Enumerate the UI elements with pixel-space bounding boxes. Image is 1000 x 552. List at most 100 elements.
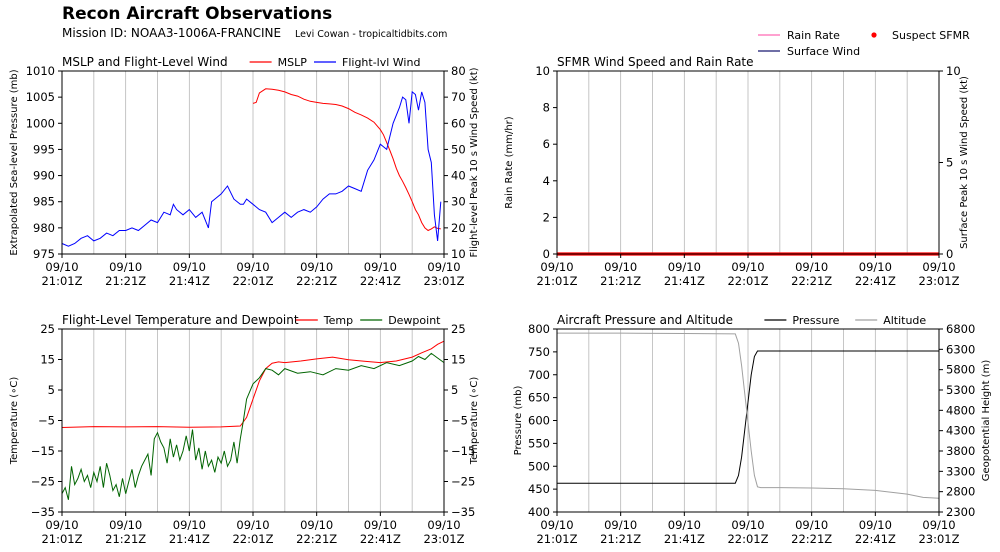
p1-xtick-label-time-2: 21:41Z — [169, 274, 210, 288]
p2-xtick-label-date-2: 09/10 — [668, 260, 701, 274]
p3-ytick-label-right-0: −35 — [451, 505, 475, 519]
p1-ytick-label-left-3: 990 — [33, 169, 55, 183]
p4-ytick-label-right-5: 4800 — [946, 403, 975, 417]
p2-xtick-label-time-0: 21:01Z — [536, 274, 577, 288]
p1-ytick-label-right-7: 80 — [451, 64, 466, 78]
p4-xtick-label-date-2: 09/10 — [668, 518, 701, 532]
p4-ytick-label-left-4: 600 — [528, 414, 550, 428]
page-title: Recon Aircraft Observations — [62, 4, 333, 24]
p3-series-0 — [61, 340, 445, 428]
p3-ytick-label-left-5: 15 — [40, 353, 55, 367]
p4-xtick-label-time-2: 21:41Z — [664, 532, 705, 546]
legend-label-1: Surface Wind — [787, 45, 860, 58]
p1-xtick-label-time-1: 21:21Z — [105, 274, 146, 288]
p3-xtick-label-date-4: 09/10 — [300, 518, 333, 532]
p1-legend-label-0: Flight-lvl Wind — [342, 56, 420, 69]
p4-ytick-label-left-3: 550 — [528, 436, 550, 450]
p4-ytick-label-right-2: 3300 — [946, 464, 975, 478]
p1-ytick-label-right-4: 50 — [451, 142, 466, 156]
p4-xtick-label-time-1: 21:21Z — [600, 532, 641, 546]
legend-marker-2 — [871, 32, 877, 38]
p4-ytick-label-right-9: 6800 — [946, 322, 975, 336]
p1-xtick-label-date-3: 09/10 — [236, 260, 269, 274]
p1-ytick-label-left-1: 980 — [33, 221, 55, 235]
p3-xtick-label-time-0: 21:01Z — [41, 532, 82, 546]
p3-ytick-label-right-5: 15 — [451, 353, 466, 367]
p3-series-1 — [61, 352, 445, 500]
p4-ytick-label-right-3: 3800 — [946, 444, 975, 458]
p3-ytick-label-left-6: 25 — [40, 322, 55, 336]
p4-xtick-label-date-0: 09/10 — [540, 518, 573, 532]
p1-xtick-label-time-4: 22:21Z — [296, 274, 337, 288]
p4-ylabel-right: Geopotential Height (m) — [981, 360, 992, 482]
p4-ytick-label-left-7: 750 — [528, 345, 550, 359]
p4-ytick-label-left-5: 650 — [528, 391, 550, 405]
p4-series-0 — [557, 350, 939, 484]
p3-ytick-label-right-1: −25 — [451, 475, 475, 489]
p4-legend-label-0: Altitude — [883, 314, 926, 327]
p3-ytick-label-left-0: −35 — [31, 505, 55, 519]
p2-xtick-label-time-4: 22:21Z — [791, 274, 832, 288]
p2-ytick-label-right-0: 0 — [946, 247, 953, 261]
p4-ytick-label-right-1: 2800 — [946, 485, 975, 499]
p1-xtick-label-date-2: 09/10 — [173, 260, 206, 274]
p2-xtick-label-date-0: 09/10 — [540, 260, 573, 274]
p3-xtick-label-date-5: 09/10 — [364, 518, 397, 532]
p3-legend-label-1: Temp — [323, 314, 353, 327]
p4-xtick-label-date-3: 09/10 — [731, 518, 764, 532]
p3-ylabel-right: Temperature (∘C) — [469, 377, 480, 466]
p1-ylabel-right: Flight-level Peak 10 s Wind Speed (kt) — [469, 67, 480, 257]
p3-ytick-label-left-2: −15 — [31, 444, 55, 458]
p3-ytick-label-left-1: −25 — [31, 475, 55, 489]
p1-title: MSLP and Flight-Level Wind — [62, 55, 228, 69]
p3-xtick-label-time-5: 22:41Z — [360, 532, 401, 546]
p2-xtick-label-date-4: 09/10 — [795, 260, 828, 274]
p1-ytick-label-left-2: 985 — [33, 195, 55, 209]
p2-ytick-label-left-1: 2 — [543, 210, 550, 224]
p1-ytick-label-right-5: 60 — [451, 116, 466, 130]
p2-xtick-label-date-3: 09/10 — [731, 260, 764, 274]
p1-legend-label-1: MSLP — [278, 56, 308, 69]
p1-xtick-label-time-6: 23:01Z — [423, 274, 464, 288]
p4-ytick-label-right-7: 5800 — [946, 363, 975, 377]
p4-ytick-label-left-0: 400 — [528, 505, 550, 519]
p2-ytick-label-left-3: 6 — [543, 137, 550, 151]
p1-series-1 — [61, 90, 442, 247]
p1-ylabel-left: Extrapolated Sea-level Pressure (mb) — [9, 69, 20, 255]
mission-id: Mission ID: NOAA3-1006A-FRANCINE — [62, 26, 282, 40]
p3-xtick-label-date-2: 09/10 — [173, 518, 206, 532]
p4-xtick-label-time-3: 22:01Z — [727, 532, 768, 546]
legend-label-2: Suspect SFMR — [892, 29, 970, 42]
p3-xtick-label-time-4: 22:21Z — [296, 532, 337, 546]
p1-series-0 — [252, 88, 441, 232]
p1-xtick-label-date-1: 09/10 — [109, 260, 142, 274]
credit-text: Levi Cowan - tropicaltidbits.com — [295, 29, 448, 40]
p4-xtick-label-time-6: 23:01Z — [918, 532, 959, 546]
p1-xtick-label-date-0: 09/10 — [45, 260, 78, 274]
p2-xtick-label-date-1: 09/10 — [604, 260, 637, 274]
p2-ytick-label-left-2: 4 — [543, 174, 550, 188]
p4-xtick-label-time-0: 21:01Z — [536, 532, 577, 546]
p4-ytick-label-right-0: 2300 — [946, 505, 975, 519]
p4-ytick-label-left-1: 450 — [528, 482, 550, 496]
p4-ytick-label-right-4: 4300 — [946, 424, 975, 438]
p4-ytick-label-left-6: 700 — [528, 368, 550, 382]
p3-title: Flight-Level Temperature and Dewpoint — [62, 313, 299, 327]
p1-xtick-label-date-5: 09/10 — [364, 260, 397, 274]
p3-ytick-label-left-3: −5 — [38, 414, 55, 428]
p4-series-1 — [557, 332, 940, 499]
p1-ytick-label-left-7: 1010 — [26, 64, 55, 78]
p1-xtick-label-time-0: 21:01Z — [41, 274, 82, 288]
p2-ytick-label-left-5: 10 — [535, 64, 550, 78]
legend-label-0: Rain Rate — [787, 29, 840, 42]
p2-ylabel-right: Surface Peak 10 s Wind Speed (kt) — [959, 76, 970, 249]
p3-ytick-label-right-3: −5 — [451, 414, 468, 428]
p3-xtick-label-date-3: 09/10 — [236, 518, 269, 532]
p1-ytick-label-left-6: 1005 — [26, 90, 55, 104]
p4-legend-label-1: Pressure — [792, 314, 839, 327]
p2-title: SFMR Wind Speed and Rain Rate — [557, 55, 754, 69]
p3-xtick-label-time-6: 23:01Z — [423, 532, 464, 546]
p4-xtick-label-date-5: 09/10 — [859, 518, 892, 532]
p2-xtick-label-time-3: 22:01Z — [727, 274, 768, 288]
p3-legend-label-0: Dewpoint — [388, 314, 441, 327]
